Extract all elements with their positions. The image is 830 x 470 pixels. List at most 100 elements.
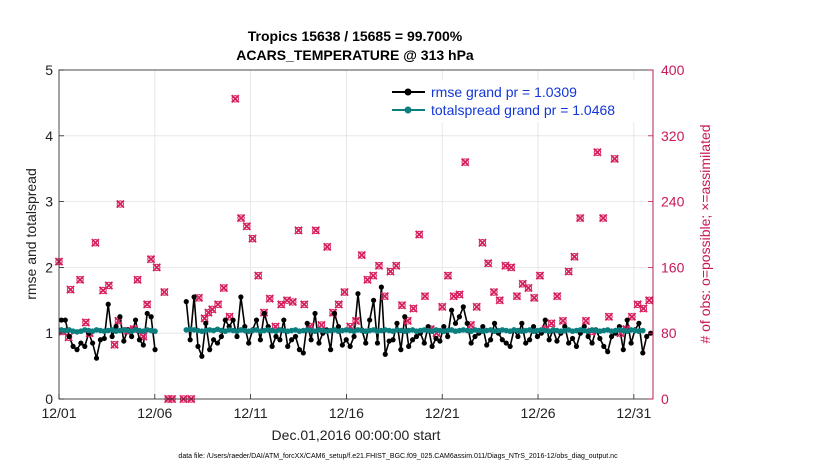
right-axis-ticks: 0 80 160 240 320 400 (648, 62, 685, 407)
rmse-point (335, 324, 342, 330)
obs-possible-point (110, 341, 119, 349)
rmse-point (628, 340, 634, 346)
obs-possible-point (484, 259, 492, 267)
obs-possible-point (421, 292, 429, 300)
rmse-point (343, 337, 349, 343)
obs-possible-point (277, 300, 285, 309)
obs-possible-point (524, 284, 533, 292)
obs-possible-point (231, 95, 239, 103)
obs-assimilated-point (75, 275, 85, 284)
x-tick-label: 12/06 (137, 405, 172, 421)
rmse-point (429, 343, 435, 349)
obs-possible-point (513, 292, 521, 300)
obs-possible-point (530, 294, 538, 302)
obs-assimilated-point (81, 318, 91, 327)
obs-assimilated-point (420, 291, 430, 301)
obs-assimilated-point (248, 234, 257, 243)
rmse-point (456, 314, 463, 320)
rmse-point (195, 343, 201, 349)
obs-possible-point (553, 292, 561, 300)
obs-assimilated-point (633, 300, 642, 309)
obs-possible-point (570, 253, 579, 261)
rmse-point (78, 340, 84, 346)
spread-point (152, 328, 158, 335)
obs-assimilated-point (392, 261, 401, 270)
obs-assimilated-point (639, 304, 648, 313)
obs-assimilated-point (524, 283, 533, 293)
obs-possible-point (248, 234, 257, 243)
obs-assimilated-point (219, 283, 229, 293)
y-tick-label-right: 400 (661, 62, 685, 78)
obs-assimilated-point (311, 226, 320, 235)
rmse-point (148, 314, 154, 320)
obs-possible-point (605, 313, 613, 321)
rmse-point (608, 333, 615, 340)
legend: rmse grand pr = 1.0309 totalspread grand… (384, 80, 649, 122)
obs-possible-point (335, 300, 343, 309)
obs-possible-point (243, 222, 251, 230)
rmse-point (601, 343, 607, 349)
rmse-point (585, 333, 591, 340)
y-tick-label-left: 4 (45, 128, 53, 144)
rmse-point (503, 340, 509, 346)
obs-assimilated-point (254, 271, 263, 280)
rmse-point (367, 317, 373, 323)
rmse-point (499, 337, 505, 343)
rmse-point (328, 347, 334, 353)
rmse-point (203, 320, 209, 326)
rmse-point (519, 320, 525, 326)
left-axis-label: rmse and totalspread (23, 168, 39, 300)
rmse-point (222, 317, 228, 323)
obs-assimilated-point (380, 291, 389, 301)
obs-assimilated-point (213, 300, 223, 309)
obs-assimilated-point (340, 287, 349, 297)
obs-possible-point (237, 214, 245, 222)
rmse-point (452, 320, 459, 326)
rmse-point (566, 340, 572, 346)
obs-assimilated-point (414, 230, 424, 239)
x-tick-label: 12/31 (616, 405, 651, 421)
rmse-point (421, 340, 427, 346)
rmse-point (546, 337, 552, 343)
rmse-point (480, 324, 486, 330)
obs-assimilated-point (110, 340, 119, 349)
chart-title-line2: ACARS_TEMPERATURE @ 313 hPa (236, 47, 474, 63)
obs-assimilated-point (581, 316, 591, 326)
obs-possible-point (398, 301, 406, 309)
y-tick-label-left: 0 (45, 391, 53, 407)
obs-assimilated-point (323, 242, 332, 252)
legend-box (384, 80, 649, 122)
rmse-point (281, 317, 287, 323)
obs-assimilated-point (552, 291, 562, 301)
legend-rmse-marker (404, 88, 412, 96)
rmse-point (624, 317, 630, 323)
rmse-point (316, 340, 322, 346)
rmse-point (93, 355, 100, 361)
obs-assimilated-point (443, 271, 453, 280)
rmse-point (152, 347, 158, 353)
obs-possible-point (386, 267, 395, 276)
rmse-point (554, 338, 560, 344)
obs-possible-point (438, 303, 446, 311)
obs-assimilated-point (495, 296, 504, 305)
rmse-point (304, 320, 310, 326)
rmse-point (534, 333, 541, 340)
rmse-point (640, 350, 646, 356)
obs-possible-point (610, 155, 619, 163)
rmse-point (113, 324, 119, 330)
rmse-point (105, 301, 111, 307)
rmse-point (460, 304, 466, 310)
rmse-point (378, 284, 384, 290)
obs-assimilated-point (294, 226, 303, 235)
rmse-point (620, 347, 626, 353)
rmse-point (484, 342, 490, 348)
obs-possible-point (340, 288, 349, 296)
obs-assimilated-point (369, 271, 378, 280)
rmse-point (207, 347, 213, 353)
obs-assimilated-point (300, 300, 309, 309)
obs-assimilated-point (529, 293, 539, 303)
rmse-point (491, 320, 498, 326)
y-tick-label-right: 320 (661, 128, 685, 144)
